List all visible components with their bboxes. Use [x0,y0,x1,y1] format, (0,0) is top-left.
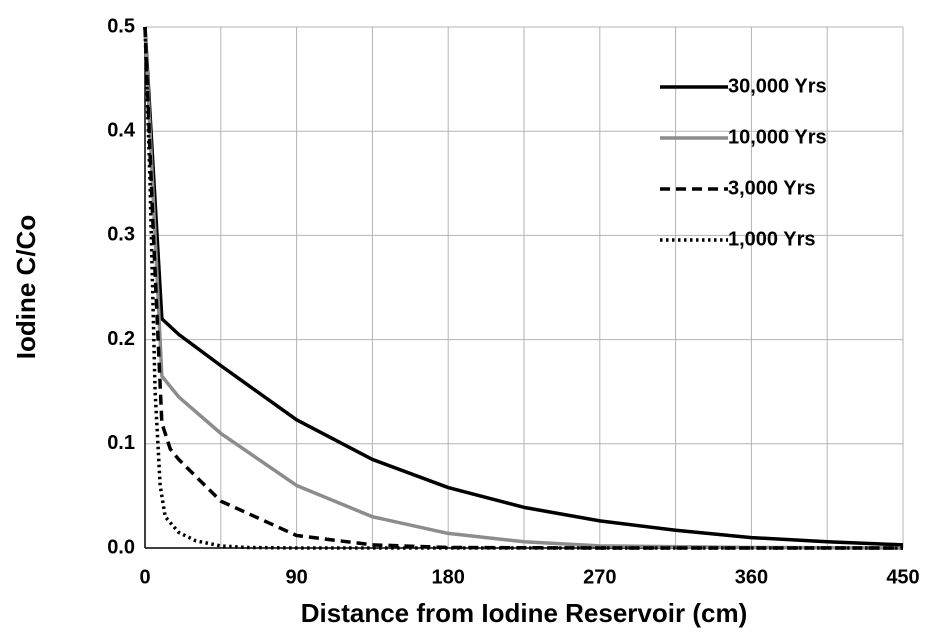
y-tick-label: 0.3 [107,224,135,246]
y-axis-title: Iodine C/Co [11,215,41,359]
x-tick-label: 180 [432,566,465,588]
x-tick-label: 360 [735,566,768,588]
legend-label: 30,000 Yrs [728,75,827,97]
y-tick-label: 0.5 [107,15,135,37]
legend-label: 1,000 Yrs [728,228,816,250]
series-line [143,26,904,547]
x-tick-label: 0 [139,566,150,588]
y-tick-label: 0.0 [107,536,135,558]
y-tick-label: 0.1 [107,432,135,454]
y-tick-label: 0.4 [107,119,136,141]
x-axis-title: Distance from Iodine Reservoir (cm) [301,598,747,628]
series-line [143,26,903,550]
x-tick-label: 90 [285,566,307,588]
x-tick-label: 450 [886,566,919,588]
series-line [143,26,903,550]
legend-label: 3,000 Yrs [728,177,816,199]
legend-label: 10,000 Yrs [728,126,827,148]
x-tick-label: 270 [583,566,616,588]
y-tick-label: 0.2 [107,328,135,350]
